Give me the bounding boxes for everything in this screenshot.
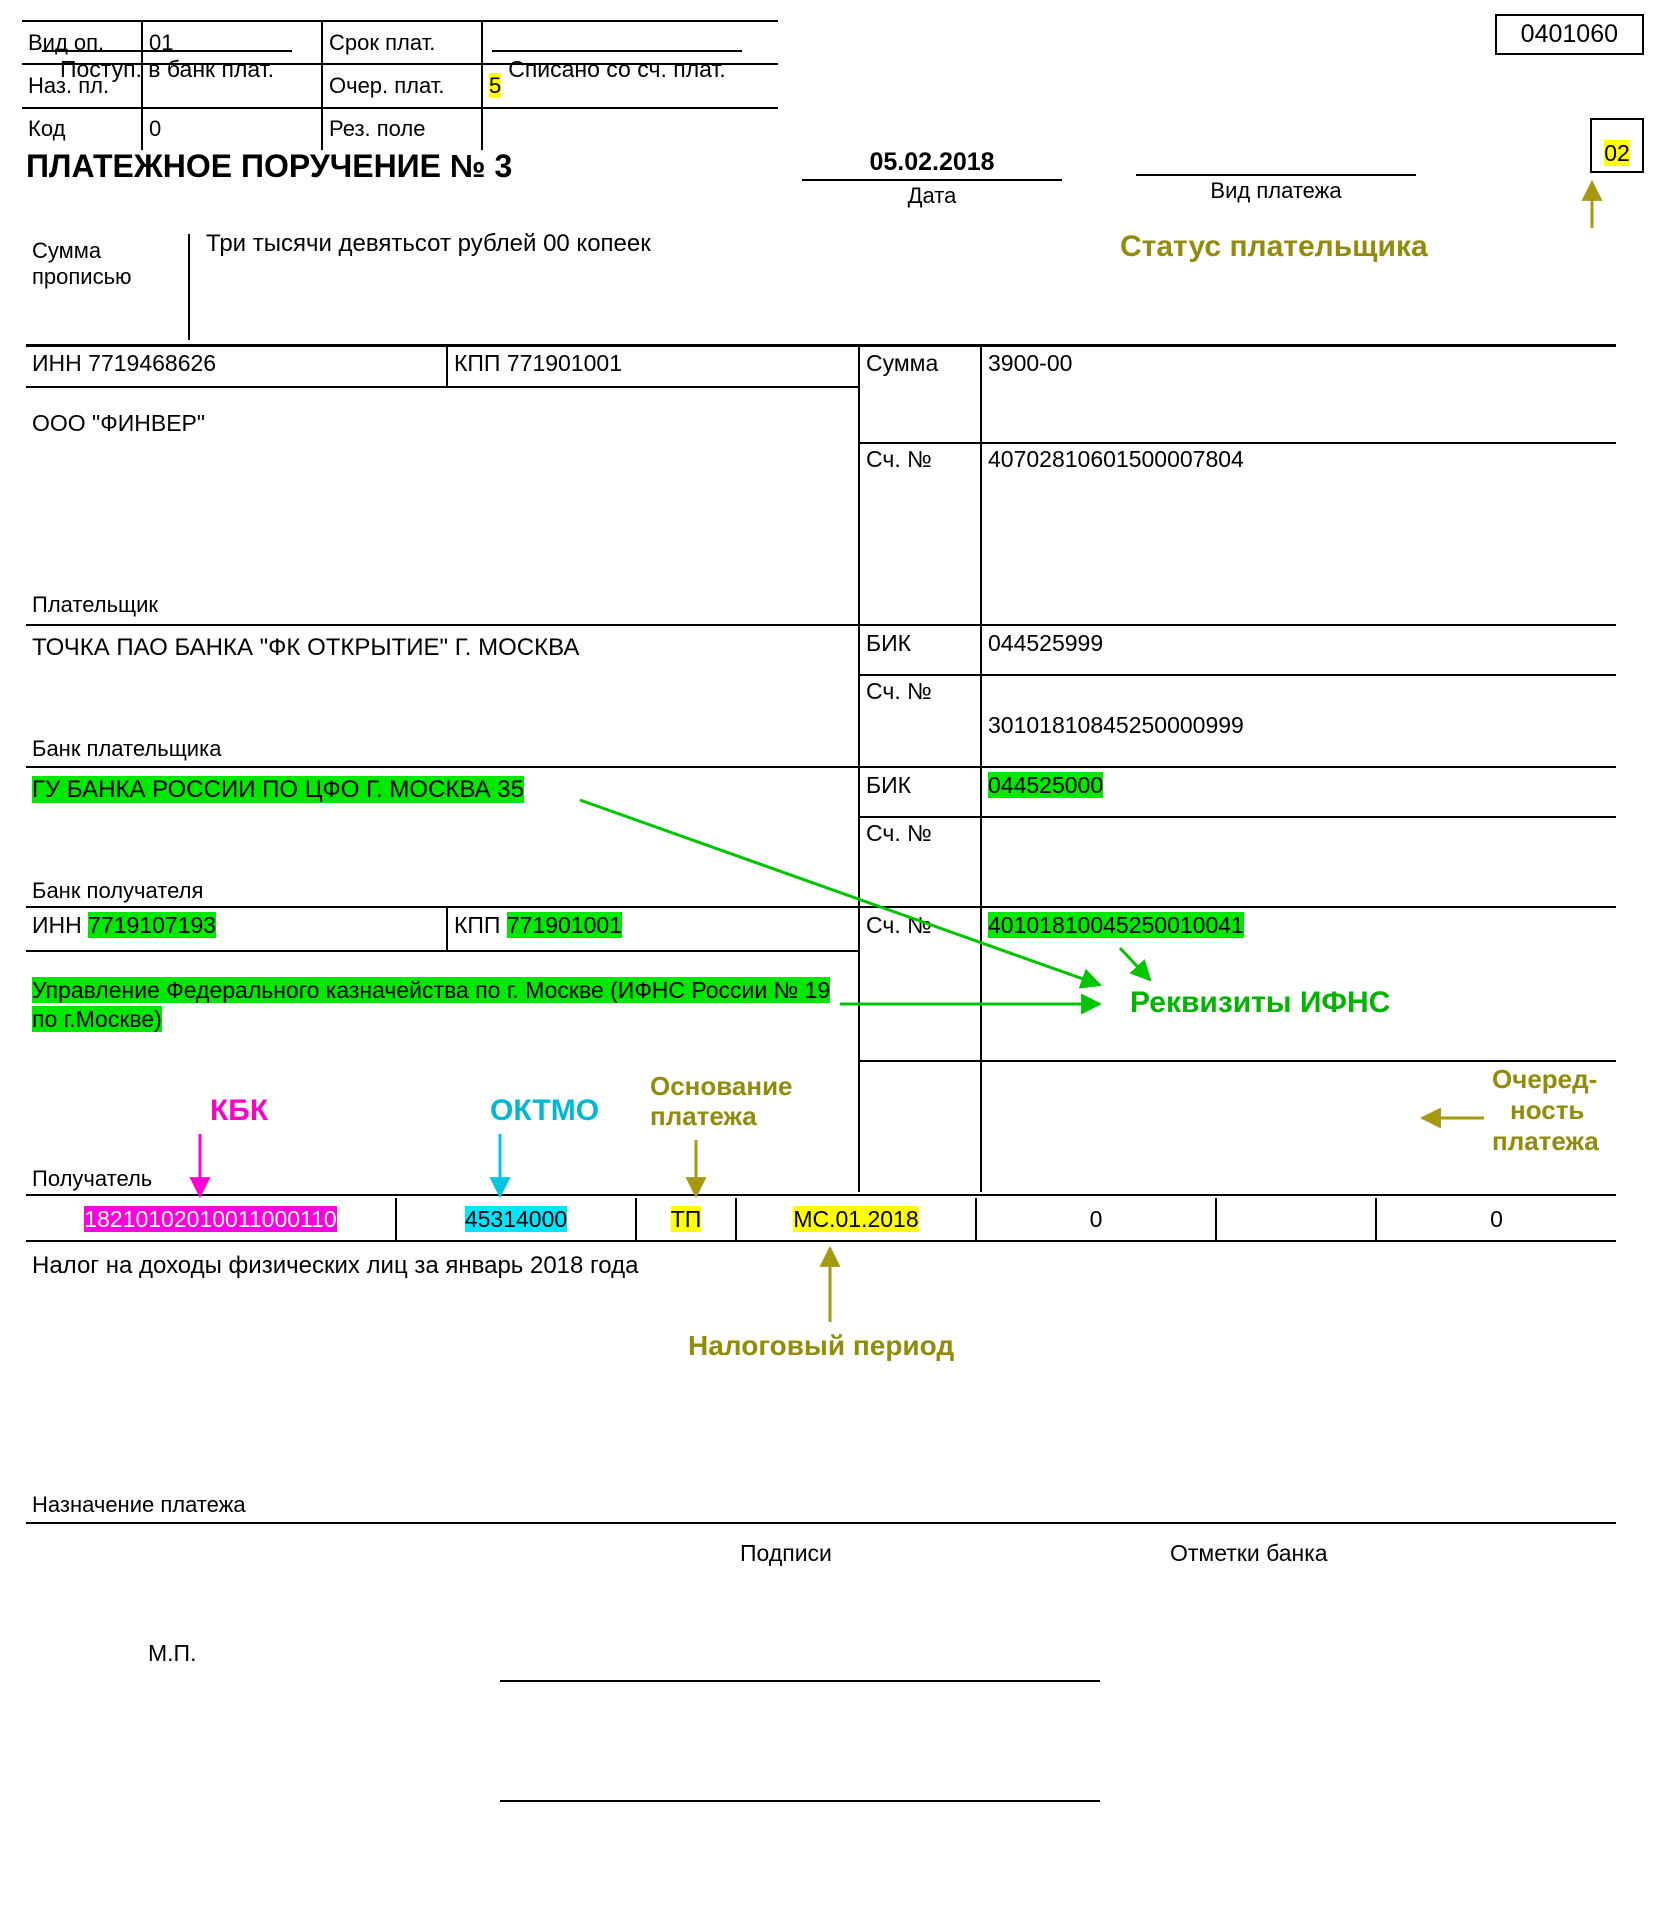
- recipient-bank-bik-label: БИК: [860, 770, 980, 816]
- form-code-box: 0401060: [1495, 14, 1644, 55]
- recipient-bank-acc: [982, 818, 1616, 904]
- recipient-kpp: КПП 771901001: [448, 910, 858, 950]
- payment-type-label: Вид платежа: [1136, 178, 1416, 204]
- signatures-label: Подписи: [740, 1540, 832, 1567]
- payer-label: Плательщик: [26, 590, 164, 620]
- recipient-acc-label: Сч. №: [860, 910, 980, 1060]
- payer-kpp: КПП 771901001: [448, 348, 858, 386]
- annotation-basis: Основаниеплатежа: [650, 1072, 793, 1132]
- payer-acc-value: 40702810601500007804: [982, 444, 1616, 622]
- top-underlines: Поступ. в банк плат. Списано со сч. плат…: [42, 50, 742, 83]
- payment-purpose-label: Назначение платежа: [26, 1490, 252, 1520]
- basis-value: ТП: [671, 1206, 702, 1232]
- bank-marks-label: Отметки банка: [1170, 1540, 1328, 1567]
- sum-words-label: Сумма прописью: [26, 232, 196, 342]
- recipient-label: Получатель: [26, 1164, 158, 1194]
- tax-fields-row: 18210102010011000110 45314000 ТП МС.01.2…: [26, 1198, 1616, 1242]
- signature-line-1: [500, 1680, 1100, 1682]
- sum-label: Сумма: [860, 348, 980, 442]
- payer-bank-bik-label: БИК: [860, 628, 980, 674]
- payer-bank-bik: 044525999: [982, 628, 1616, 674]
- payer-bank-acc-label: Сч. №: [860, 676, 980, 764]
- payment-purpose: Налог на доходы физических лиц за январь…: [26, 1250, 1616, 1282]
- payer-bank-label: Банк плательщика: [26, 734, 227, 764]
- payer-bank-acc: 30101810845250000999: [982, 676, 1616, 764]
- annotation-ifns: Реквизиты ИФНС: [1130, 986, 1390, 1020]
- recipient-bank-label: Банк получателя: [26, 876, 209, 906]
- payment-type-line: [1136, 148, 1416, 176]
- payer-status-value: 02: [1604, 140, 1630, 166]
- annotation-oktmo: ОКТМО: [490, 1094, 599, 1128]
- payer-status-box: 02: [1590, 118, 1644, 173]
- recipient-acc: 40101810045250010041: [982, 910, 1616, 1060]
- document-date: 05.02.2018: [802, 148, 1062, 181]
- recipient-inn: ИНН 7719107193: [26, 910, 446, 950]
- document-title: ПЛАТЕЖНОЕ ПОРУЧЕНИЕ № 3: [26, 148, 512, 184]
- kbk-value: 18210102010011000110: [84, 1206, 336, 1232]
- recipient-bank-bik: 044525000: [982, 770, 1616, 816]
- oktmo-value: 45314000: [465, 1206, 567, 1232]
- signature-line-2: [500, 1800, 1100, 1802]
- sum-value: 3900-00: [982, 348, 1616, 442]
- payer-name: ООО "ФИНВЕР": [26, 390, 858, 622]
- annotation-priority: Очеред- ность платежа: [1492, 1064, 1599, 1158]
- annotation-period: Налоговый период: [688, 1330, 954, 1362]
- recipient-bank-acc-label: Сч. №: [860, 818, 980, 904]
- date-label: Дата: [802, 183, 1062, 209]
- received-label: Поступ. в банк плат.: [60, 56, 274, 83]
- annotation-status: Статус плательщика: [1120, 230, 1428, 264]
- debited-label: Списано со сч. плат.: [508, 56, 726, 83]
- payer-inn: ИНН 7719468626: [26, 348, 446, 386]
- annotation-kbk: КБК: [210, 1094, 268, 1128]
- tax-period-value: МС.01.2018: [793, 1206, 918, 1232]
- payer-acc-label: Сч. №: [860, 444, 980, 622]
- payment-meta-grid: Вид оп. 01 Срок плат. Наз. пл. Очер. пла…: [22, 20, 778, 150]
- stamp-label: М.П.: [148, 1640, 196, 1667]
